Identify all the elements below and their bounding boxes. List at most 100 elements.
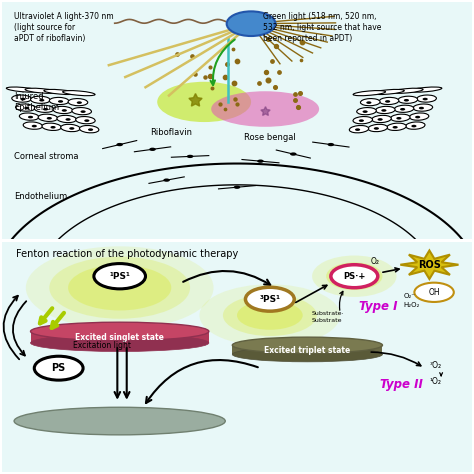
Circle shape [227,11,275,36]
Circle shape [32,125,37,128]
FancyBboxPatch shape [0,239,474,474]
Circle shape [328,143,334,146]
Circle shape [234,186,240,189]
Text: Excited singlet state: Excited singlet state [75,333,164,342]
Circle shape [414,283,454,302]
Circle shape [88,128,93,131]
Circle shape [50,126,55,128]
Ellipse shape [387,123,406,130]
FancyArrowPatch shape [13,301,26,356]
Ellipse shape [68,99,88,106]
Ellipse shape [6,87,39,92]
Ellipse shape [232,337,383,353]
Circle shape [187,155,193,158]
Text: Type I: Type I [358,300,397,313]
Text: Excitation light: Excitation light [73,341,131,350]
Ellipse shape [76,117,95,124]
Text: Endothelium: Endothelium [14,192,67,201]
Ellipse shape [372,115,391,123]
Text: Corneal stroma: Corneal stroma [14,152,79,161]
Ellipse shape [200,284,340,346]
Circle shape [58,100,63,103]
Ellipse shape [353,91,385,96]
FancyArrowPatch shape [210,39,235,85]
FancyBboxPatch shape [30,331,209,343]
Circle shape [404,99,409,101]
Ellipse shape [211,91,319,127]
Text: ³O₂: ³O₂ [429,361,441,370]
Ellipse shape [61,124,80,132]
Circle shape [62,109,67,112]
Ellipse shape [391,88,423,93]
Text: O₂⁻: O₂⁻ [403,293,416,299]
Ellipse shape [223,295,317,336]
Ellipse shape [410,113,429,120]
Ellipse shape [237,301,303,330]
Ellipse shape [30,334,209,352]
Ellipse shape [157,82,251,122]
Text: OH: OH [428,288,440,297]
Ellipse shape [372,90,404,94]
Circle shape [43,108,48,110]
Text: Injured
Epithelium: Injured Epithelium [14,92,59,112]
Ellipse shape [353,117,373,124]
Ellipse shape [23,122,43,129]
Text: Fenton reaction of the photodynamic therapy: Fenton reaction of the photodynamic ther… [17,249,239,259]
Ellipse shape [379,97,399,105]
Circle shape [65,118,71,121]
Text: ¹O₂: ¹O₂ [429,377,441,386]
FancyArrowPatch shape [339,292,343,310]
Ellipse shape [53,106,73,114]
Text: Ultraviolet A light-370 nm
(light source for
aPDT of riboflavin): Ultraviolet A light-370 nm (light source… [14,12,114,43]
Ellipse shape [26,246,213,329]
Circle shape [84,119,90,122]
Ellipse shape [417,95,437,102]
Ellipse shape [357,108,376,115]
Text: ¹PS¹: ¹PS¹ [109,272,130,281]
Ellipse shape [326,263,383,290]
FancyArrowPatch shape [371,352,421,366]
Circle shape [77,101,82,104]
Circle shape [366,101,372,104]
FancyBboxPatch shape [232,345,383,355]
Circle shape [396,117,401,119]
Circle shape [415,116,420,118]
Ellipse shape [349,126,369,133]
Ellipse shape [19,113,39,120]
Text: Green light (518 nm, 520 nm,
532 nm, light source that have
been reported in aPD: Green light (518 nm, 520 nm, 532 nm, lig… [263,12,381,43]
Ellipse shape [38,114,58,121]
Ellipse shape [49,97,69,105]
Circle shape [117,143,123,146]
Ellipse shape [80,126,99,133]
FancyArrowPatch shape [3,296,19,359]
Circle shape [28,116,33,118]
Circle shape [47,117,52,119]
Text: Excited triplet state: Excited triplet state [264,346,350,355]
FancyBboxPatch shape [0,0,474,242]
Ellipse shape [14,407,225,435]
Circle shape [378,118,383,121]
Text: Rose bengal: Rose bengal [244,133,296,142]
Circle shape [246,287,294,311]
Circle shape [94,264,146,289]
Circle shape [24,107,29,109]
FancyArrowPatch shape [183,271,270,285]
Circle shape [290,153,297,155]
Text: ³PS¹: ³PS¹ [259,295,280,304]
Circle shape [164,179,170,182]
Circle shape [392,126,398,128]
Ellipse shape [232,347,383,362]
Ellipse shape [49,257,190,319]
Ellipse shape [42,123,61,130]
Circle shape [385,100,390,103]
Circle shape [257,159,264,163]
Ellipse shape [34,105,54,112]
Text: H₂O₂: H₂O₂ [403,302,420,308]
Ellipse shape [413,104,433,111]
Text: Substrate: Substrate [312,318,343,323]
Circle shape [423,98,428,100]
Text: PS·+: PS·+ [343,272,365,281]
Ellipse shape [72,108,91,115]
FancyArrowPatch shape [383,268,399,272]
Ellipse shape [16,104,35,111]
